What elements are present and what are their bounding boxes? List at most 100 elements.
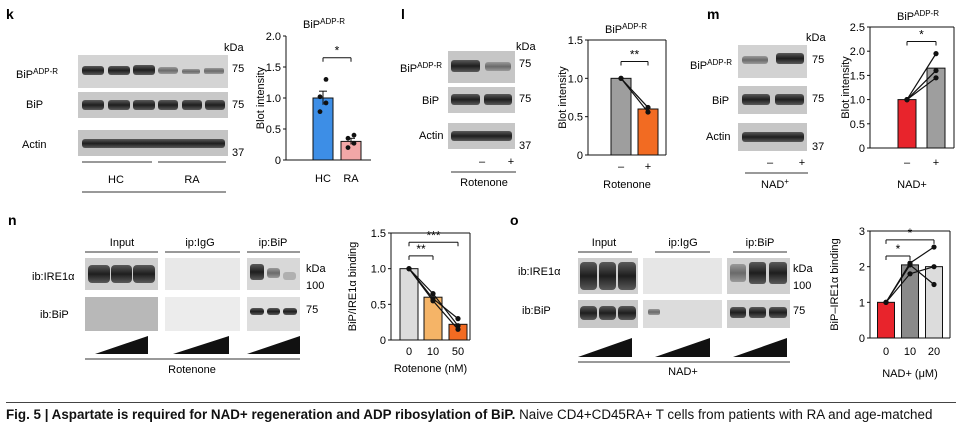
bar [610, 77, 632, 156]
bands-bip-m [742, 94, 804, 105]
treatment-label-n: Rotenone [168, 364, 216, 376]
group-label-ra: RA [184, 174, 200, 186]
bands-actin-m [742, 132, 804, 142]
y-tick-label: 0 [859, 143, 865, 155]
marker-75b-l: 75 [519, 93, 531, 105]
lane-sign-minus-l: – [479, 156, 486, 168]
group-label-hc: HC [108, 174, 124, 186]
figure-canvas: k kDa BiPADP-R BiP Actin 75 75 [6, 6, 955, 380]
x-axis-label: Rotenone (nM) [394, 363, 467, 375]
data-point [323, 100, 329, 106]
kda-label-l: kDa [516, 41, 536, 53]
data-point [351, 132, 357, 138]
panel-letter-o: o [510, 212, 519, 228]
panel-m: m kDa BiPADP-R BiP Actin 75 75 37 – + NA… [690, 6, 955, 191]
bar [897, 99, 917, 149]
data-point [618, 75, 624, 81]
bands-ire1a-ipbip-o [730, 262, 787, 284]
panel-l: l kDa BiPADP-R BiP Actin 75 75 37 – + Ro… [400, 6, 667, 191]
y-tick-label: 0.5 [568, 112, 583, 124]
x-axis-label: Rotenone [603, 179, 651, 191]
marker-75a-m: 75 [812, 54, 824, 66]
significance-label: ** [630, 47, 640, 61]
y-tick-label: 0 [275, 155, 281, 167]
group-label-input-o: Input [592, 237, 616, 249]
x-tick-label: 10 [904, 346, 916, 358]
y-tick-label: 0.5 [371, 299, 386, 311]
gradient-wedge-input-n [95, 336, 148, 354]
data-point [931, 281, 937, 288]
gradient-wedge-input-o [578, 338, 632, 357]
bands-bip-input-o [580, 306, 636, 320]
data-point [645, 104, 651, 111]
bands-bipadpr-l [451, 60, 511, 72]
group-label-input-n: Input [110, 237, 134, 249]
bands-bip-ipbip-o [730, 307, 787, 318]
row-label-ire1a-o: ib:IRE1α [518, 266, 561, 278]
y-tick-label: 1.5 [371, 228, 386, 240]
y-tick-label: 1 [859, 297, 865, 309]
marker-37-k: 37 [232, 147, 244, 159]
panel-o: o Input ip:IgG ip:BiP ib:IRE1α ib:BiP [510, 212, 951, 380]
row-label-bip-l: BiP [422, 95, 439, 107]
significance-label: * [908, 226, 913, 240]
marker-100-n: 100 [306, 280, 324, 292]
chart-m: 0 0.5 1.0 1.5 2.0 2.5 Blot intensity – + * NAD+ [840, 22, 955, 191]
blot-ire1a-igg-o [643, 258, 722, 294]
y-tick-label: 2.5 [850, 22, 865, 34]
data-point [907, 271, 913, 277]
row-label-bipadpr-k: BiPADP-R [16, 67, 58, 81]
paired-line [906, 77, 937, 101]
caption-divider [6, 402, 956, 403]
y-tick-label: 2 [859, 262, 865, 274]
row-label-bip-n: ib:BiP [40, 309, 69, 321]
bands-actin-k [82, 139, 225, 148]
caption-body: Naive CD4+CD45RA+ T cells from patients … [515, 407, 933, 422]
bar [877, 301, 895, 339]
y-tick-label: 2.0 [266, 31, 281, 43]
paired-line [620, 77, 649, 113]
row-label-bip-o: ib:BiP [522, 305, 551, 317]
treatment-label-o: NAD+ [668, 366, 698, 378]
y-tick-label: 1.0 [850, 95, 865, 107]
data-point [351, 140, 357, 146]
lane-sign-plus-l: + [508, 156, 514, 168]
marker-37-m: 37 [812, 141, 824, 153]
x-tick-label: 50 [452, 346, 464, 358]
x-tick-label: 0 [883, 346, 889, 358]
blot-ire1a-igg-n [165, 258, 240, 290]
data-point [933, 51, 939, 57]
y-axis-label: Blot intensity [840, 56, 852, 119]
bands-ire1a-ipbip-n [250, 264, 296, 280]
bar [399, 268, 419, 341]
marker-75-o: 75 [793, 305, 805, 317]
kda-label-o: kDa [793, 263, 813, 275]
y-tick-label: 2.0 [850, 46, 865, 58]
data-point [430, 291, 436, 297]
data-point [931, 264, 937, 270]
y-tick-label: 0.5 [850, 119, 865, 131]
bands-bipadpr-k [82, 65, 224, 75]
marker-75-n: 75 [306, 304, 318, 316]
data-point [323, 77, 329, 82]
group-label-igg-n: ip:IgG [185, 237, 214, 249]
x-tick-label: 10 [427, 346, 439, 358]
gradient-wedge-ipbip-n [247, 336, 300, 354]
caption-head: Fig. 5 | Aspartate is required for NAD+ … [6, 407, 516, 422]
bands-ire1a-input-o [580, 262, 636, 290]
y-tick-label: 1.5 [266, 62, 281, 74]
bands-bipadpr-m [742, 53, 804, 64]
marker-75a-k: 75 [232, 63, 244, 75]
bands-bip-l [451, 94, 512, 105]
y-axis-label: Blot intensity [255, 66, 267, 129]
significance-label: *** [426, 228, 440, 242]
treatment-label-m: NAD+ [761, 177, 789, 191]
x-tick-label: RA [343, 173, 359, 185]
chart-n: 0 0.5 1.0 1.5 BiP/IRE1α binding 0 10 50 ***** Rot… [347, 228, 471, 375]
group-label-igg-o: ip:IgG [668, 237, 697, 249]
lane-sign-minus-m: – [767, 157, 774, 169]
row-label-bip-m: BiP [712, 95, 729, 107]
paired-line [906, 53, 937, 100]
row-label-actin-k: Actin [22, 139, 46, 151]
y-tick-label: 1.0 [371, 264, 386, 276]
